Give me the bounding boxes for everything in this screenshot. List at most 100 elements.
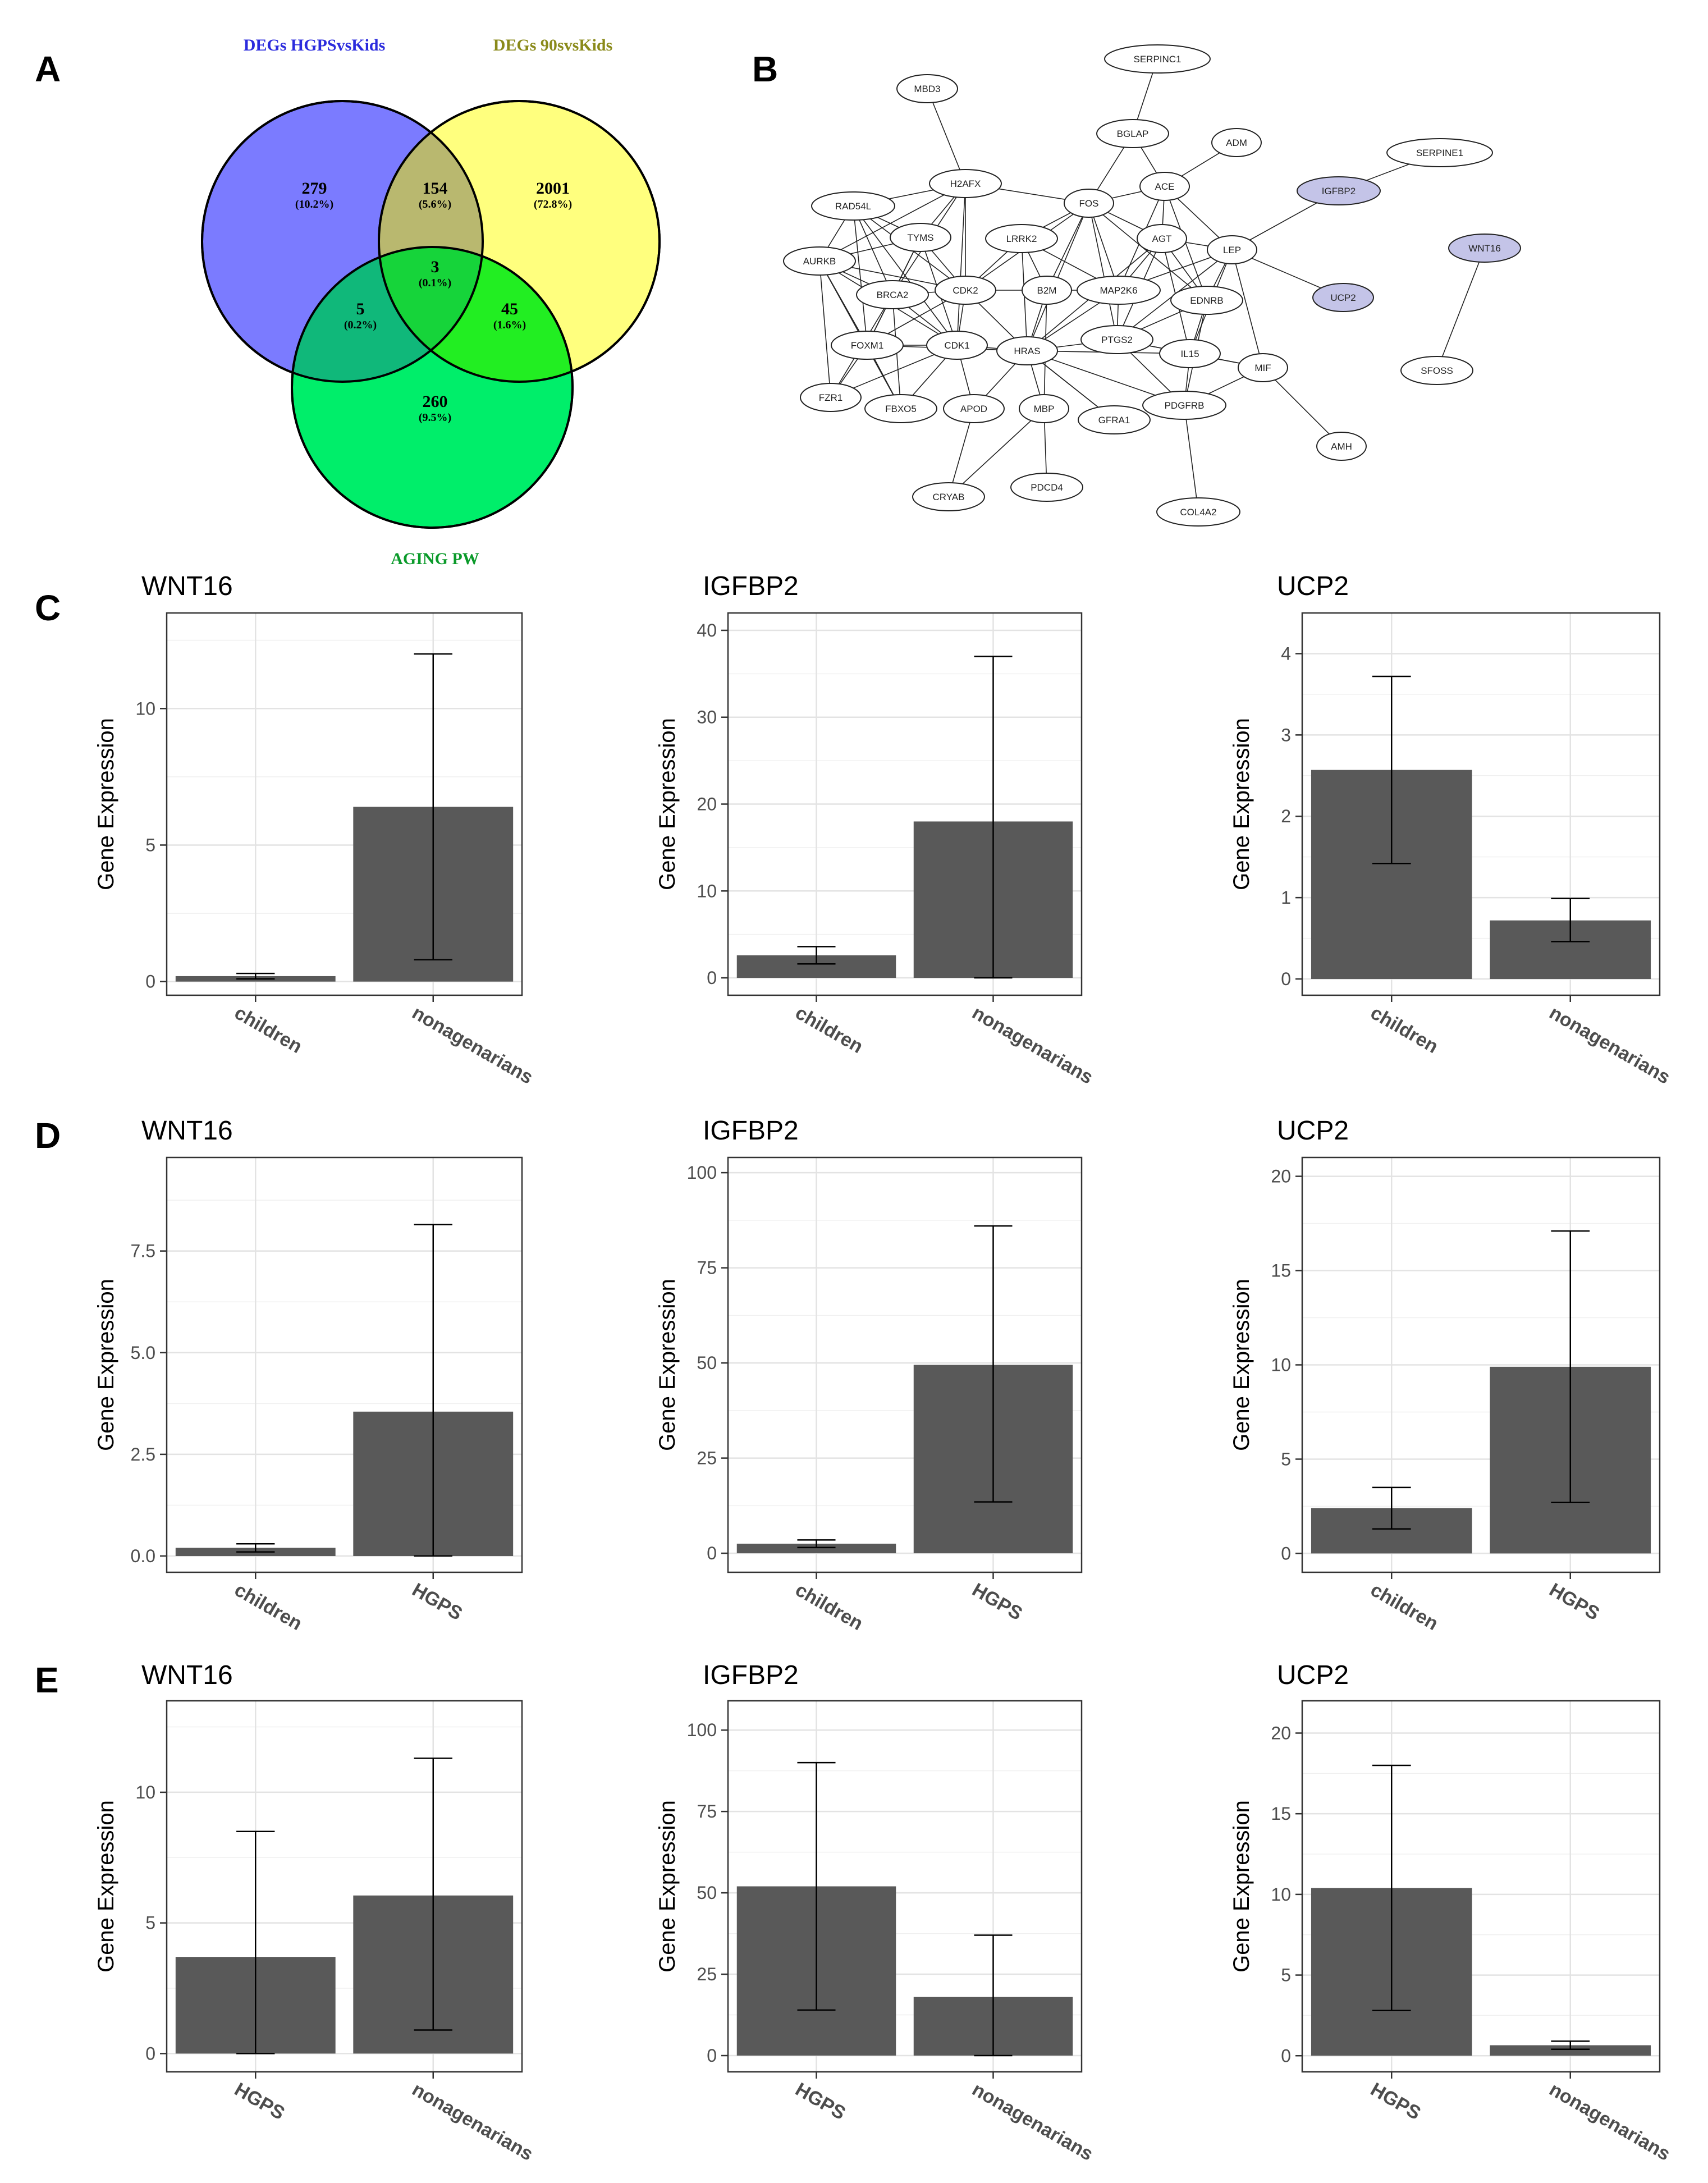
y-axis-label: Gene Expression — [94, 718, 118, 890]
y-axis-label: Gene Expression — [94, 1800, 118, 1973]
network-node-label: SERPINE1 — [1416, 148, 1463, 158]
network-edge-fos-ptgs2 — [1088, 203, 1118, 340]
network-node-map2k6: MAP2K6 — [1077, 276, 1161, 305]
x-tick-label-nonagenarians: nonagenarians — [1546, 2079, 1674, 2165]
network-node-tyms: TYMS — [890, 223, 951, 252]
chart-title: IGFBP2 — [703, 1116, 799, 1146]
network-node-fos: FOS — [1064, 189, 1114, 218]
error-bar-nonagenarians — [974, 1934, 1013, 2057]
y-tick-label: 0 — [1281, 2045, 1291, 2066]
error-bar-hgps — [236, 1830, 275, 2054]
y-axis-label: Gene Expression — [94, 1279, 118, 1451]
y-tick-label: 5 — [145, 835, 155, 855]
network-node-aurkb: AURKB — [783, 246, 856, 276]
network-node-label: SERPINC1 — [1133, 54, 1181, 65]
network-node-shape — [1096, 119, 1169, 148]
y-tick-label: 20 — [1271, 1723, 1291, 1743]
venn-pct-hgps-aging: (0.2%) — [344, 319, 377, 331]
chart-title: WNT16 — [141, 1116, 233, 1146]
x-tick-label-children: children — [1367, 1579, 1442, 1635]
error-bar-hgps — [414, 1224, 452, 1557]
y-tick-label: 20 — [1271, 1166, 1291, 1187]
panel-letter-d: D — [35, 1115, 61, 1156]
network-node-label: ADM — [1226, 138, 1247, 148]
network-node-ucp2: UCP2 — [1312, 283, 1374, 312]
plot-border — [1301, 1700, 1661, 2073]
network-node-foxm1: FOXM1 — [831, 331, 904, 360]
network-node-label: SFOSS — [1421, 365, 1453, 376]
chart-title: IGFBP2 — [703, 1660, 799, 1690]
y-tick-label: 10 — [135, 698, 155, 718]
y-tick-label: 5 — [145, 1913, 155, 1933]
network-node-label: EDNRB — [1190, 295, 1224, 306]
venn-count-all: 3 — [431, 258, 439, 276]
network-node-mif: MIF — [1238, 353, 1288, 382]
bar-chart-c-ucp2: 0 1 2 3 4 children nonagenarians UCP2 Gene Expre… — [1229, 571, 1674, 1088]
network-node-sfoss: SFOSS — [1400, 356, 1473, 385]
x-tick-label-children: children — [231, 1579, 306, 1635]
panel-letter-c: C — [35, 588, 61, 628]
network-edge-h2afx-aurkb — [819, 183, 966, 262]
network-node-ednrb: EDNRB — [1170, 286, 1243, 315]
error-bar-nonagenarians — [1551, 898, 1590, 942]
y-tick-label: 30 — [697, 707, 717, 727]
network-node-label: AGT — [1152, 234, 1172, 244]
network-node-label: CDK1 — [944, 340, 969, 351]
gene-network: SERPINC1 MBD3 BGLAP ADM SERPINE1 H2AFX ACE IGFB… — [783, 44, 1521, 527]
network-node-label: MBP — [1034, 404, 1055, 414]
venn-count-hgps-only: 279 — [302, 179, 327, 198]
network-node-label: FOXM1 — [851, 340, 884, 351]
network-node-shape — [896, 74, 958, 103]
network-node-label: CRYAB — [932, 492, 964, 502]
network-node-label: IL15 — [1180, 349, 1199, 359]
x-tick-label-nonagenarians: nonagenarians — [969, 2079, 1097, 2165]
x-tick-label-hgps: HGPS — [409, 1579, 466, 1624]
venn-pct-hgps-90s: (5.6%) — [419, 198, 451, 210]
chart-title: WNT16 — [141, 1660, 233, 1690]
network-node-fbxo5: FBXO5 — [864, 394, 937, 423]
venn-count-aging-only: 260 — [423, 392, 448, 411]
network-node-shape — [912, 482, 985, 511]
network-node-label: LRRK2 — [1006, 234, 1037, 244]
network-edge-aurkb-fzr1 — [819, 260, 831, 398]
network-node-shape — [1207, 235, 1257, 264]
network-node-ace: ACE — [1139, 172, 1190, 201]
x-tick-label-nonagenarians: nonagenarians — [409, 1002, 537, 1088]
y-tick-label: 0 — [707, 2045, 717, 2066]
y-tick-label: 5 — [1281, 1965, 1291, 1985]
bar-chart-d-ucp2: 0 5 10 15 20 children HGPS UCP2 Gene Expression — [1229, 1116, 1661, 1635]
network-node-rad54l: RAD54L — [811, 191, 895, 221]
venn-label-hgps: DEGs HGPSvsKids — [244, 36, 386, 54]
network-node-label: GFRA1 — [1098, 415, 1130, 425]
error-bar-nonagenarians — [414, 653, 452, 961]
network-node-shape — [985, 224, 1058, 253]
network-node-mbp: MBP — [1019, 394, 1069, 423]
plot-border — [1301, 612, 1661, 996]
network-edge-mif-amh — [1262, 367, 1342, 447]
network-node-hras: HRAS — [996, 336, 1058, 365]
panel-letter-b: B — [752, 49, 778, 89]
y-tick-label: 0 — [145, 2043, 155, 2063]
network-node-label: UCP2 — [1330, 292, 1356, 303]
network-node-shape — [1010, 473, 1083, 502]
y-tick-label: 10 — [697, 881, 717, 901]
network-node-cryab: CRYAB — [912, 482, 985, 511]
network-node-label: PDCD4 — [1031, 482, 1063, 493]
network-node-label: MBD3 — [914, 84, 940, 94]
network-node-shape — [1078, 405, 1151, 434]
network-edge-h2afx-cdk1 — [956, 183, 966, 346]
network-node-shape — [1448, 234, 1521, 263]
y-axis-label: Gene Expression — [1229, 1800, 1254, 1973]
network-node-cdk1: CDK1 — [926, 331, 988, 360]
y-tick-label: 0 — [707, 1543, 717, 1563]
network-node-label: PTGS2 — [1101, 335, 1133, 345]
venn-diagram: DEGs HGPSvsKids DEGs 90svsKids AGING PW … — [201, 36, 661, 568]
x-tick-label-hgps: HGPS — [792, 2079, 849, 2124]
bar-chart-e-wnt16: 0 5 10 HGPS nonagenarians WNT16 Gene Expressio… — [94, 1660, 537, 2165]
network-node-shape — [1316, 432, 1367, 461]
venn-count-hgps-90s: 154 — [423, 179, 448, 198]
network-node-shape — [935, 276, 996, 305]
network-edge-fos-hras — [1027, 203, 1089, 351]
chart-title: IGFBP2 — [703, 571, 799, 601]
